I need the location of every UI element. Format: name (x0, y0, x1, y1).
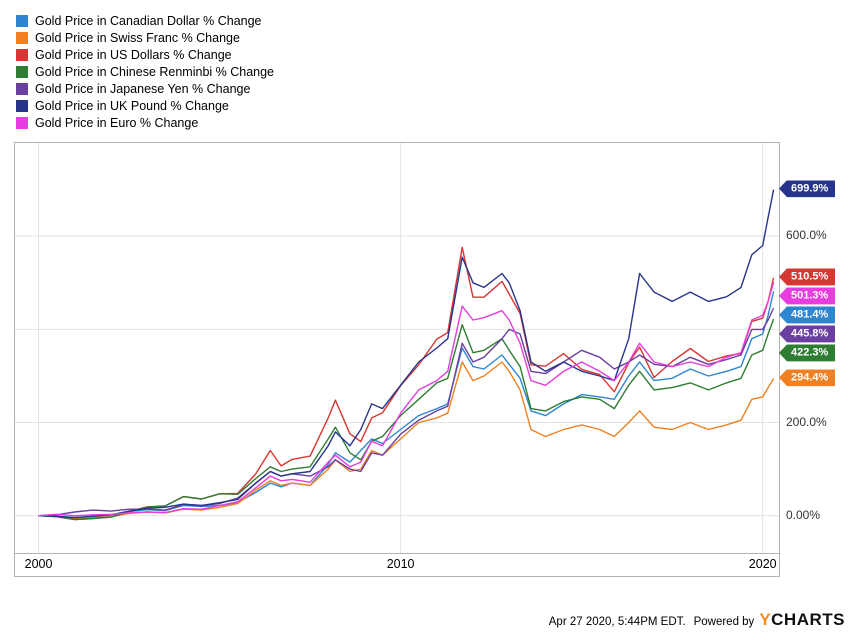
timestamp: Apr 27 2020, 5:44PM EDT. (548, 616, 686, 628)
legend-swatch-icon (16, 99, 28, 112)
legend-label: Gold Price in Euro % Change (35, 115, 199, 130)
y-axis-label: 0.00% (786, 507, 821, 522)
legend-item: Gold Price in UK Pound % Change (16, 97, 274, 114)
x-tick-label: 2010 (386, 557, 415, 571)
ycharts-logo-y: Y (759, 610, 772, 629)
legend-swatch-icon (16, 14, 28, 27)
series-line (38, 361, 775, 520)
x-axis: 2000 2010 2020 (15, 554, 779, 576)
series-line (38, 246, 775, 521)
series-line (38, 318, 775, 521)
legend-label: Gold Price in Chinese Renminbi % Change (35, 64, 275, 79)
chart-legend: Gold Price in Canadian Dollar % Change Go… (16, 12, 274, 131)
plot-area (15, 143, 779, 554)
series-line (38, 189, 775, 519)
legend-item: Gold Price in Japanese Yen % Change (16, 80, 274, 97)
ycharts-logo: YCHARTS (759, 610, 845, 630)
series-end-tag: 501.3% (779, 287, 836, 305)
series-end-tag: 699.9% (779, 180, 836, 198)
legend-label: Gold Price in US Dollars % Change (35, 47, 232, 62)
series-end-tag: 510.5% (779, 268, 836, 286)
series-line (38, 282, 775, 517)
legend-swatch-icon (16, 31, 28, 44)
plot-frame: 2000 2010 2020 (14, 142, 780, 577)
y-axis-label: 600.0% (786, 228, 827, 243)
legend-label: Gold Price in Canadian Dollar % Change (35, 13, 262, 28)
legend-item: Gold Price in US Dollars % Change (16, 46, 274, 63)
legend-item: Gold Price in Swiss Franc % Change (16, 29, 274, 46)
ycharts-logo-rest: CHARTS (771, 610, 845, 629)
x-tick-label: 2020 (748, 557, 777, 571)
series-line (38, 291, 775, 519)
chart-footer: Apr 27 2020, 5:44PM EDT. Powered by YCHA… (549, 610, 845, 630)
legend-swatch-icon (16, 48, 28, 61)
y-axis-label: 200.0% (786, 414, 827, 429)
legend-swatch-icon (16, 116, 28, 129)
legend-label: Gold Price in Japanese Yen % Change (35, 81, 251, 96)
legend-swatch-icon (16, 82, 28, 95)
series-end-tag: 422.3% (779, 344, 836, 362)
series-end-tag: 481.4% (779, 306, 836, 324)
series-end-tag: 294.4% (779, 369, 836, 387)
legend-item: Gold Price in Euro % Change (16, 114, 274, 131)
series-line (38, 307, 775, 517)
chart-canvas (15, 143, 779, 553)
legend-swatch-icon (16, 65, 28, 78)
powered-by-label: Powered by (693, 616, 755, 628)
legend-item: Gold Price in Chinese Renminbi % Change (16, 63, 274, 80)
x-tick-label: 2000 (24, 557, 53, 571)
legend-item: Gold Price in Canadian Dollar % Change (16, 12, 274, 29)
series-end-tag: 445.8% (779, 325, 836, 343)
legend-label: Gold Price in UK Pound % Change (35, 98, 229, 113)
legend-label: Gold Price in Swiss Franc % Change (35, 30, 240, 45)
